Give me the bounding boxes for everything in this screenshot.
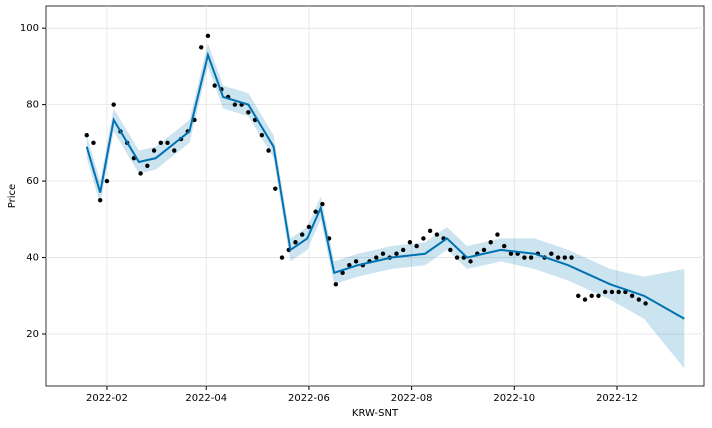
observed-point bbox=[320, 201, 325, 207]
observed-point bbox=[212, 83, 217, 88]
observed-point bbox=[158, 140, 164, 146]
observed-point bbox=[374, 255, 379, 260]
observed-point bbox=[562, 255, 567, 260]
x-tick-label: 2022-08 bbox=[391, 393, 433, 404]
observed-point bbox=[198, 45, 204, 50]
observed-point bbox=[151, 148, 157, 153]
observed-point bbox=[454, 255, 460, 260]
observed-point bbox=[448, 247, 453, 253]
observed-point bbox=[589, 293, 594, 298]
observed-point bbox=[259, 133, 264, 138]
observed-point bbox=[576, 293, 581, 298]
observed-point bbox=[616, 289, 621, 295]
observed-point bbox=[629, 293, 635, 298]
observed-point bbox=[165, 140, 170, 146]
x-tick-label: 2022-04 bbox=[185, 393, 227, 404]
observed-point bbox=[421, 236, 426, 241]
x-tick-label: 2022-10 bbox=[493, 393, 535, 404]
observed-point bbox=[340, 270, 345, 276]
observed-point bbox=[394, 251, 399, 256]
observed-point bbox=[347, 262, 352, 268]
observed-point bbox=[91, 140, 96, 146]
observed-point bbox=[468, 259, 473, 264]
forecast-line bbox=[85, 51, 685, 320]
observed-point bbox=[306, 224, 312, 230]
observed-point bbox=[427, 228, 433, 233]
observed-point bbox=[501, 243, 507, 249]
observed-point bbox=[84, 133, 89, 138]
x-tick-label: 2022-12 bbox=[596, 393, 638, 404]
y-tick-label: 100 bbox=[20, 23, 39, 34]
observed-point bbox=[299, 232, 305, 237]
observed-point bbox=[353, 259, 359, 264]
y-axis-label: Price bbox=[7, 184, 18, 208]
observed-point bbox=[549, 251, 554, 256]
observed-point bbox=[380, 251, 386, 256]
observed-point bbox=[98, 198, 103, 203]
observed-point bbox=[266, 148, 271, 153]
observed-point bbox=[313, 209, 318, 214]
x-tick-label: 2022-02 bbox=[86, 393, 128, 404]
observed-point bbox=[596, 293, 601, 298]
observed-point bbox=[273, 186, 278, 191]
observed-point bbox=[205, 33, 211, 39]
observed-point bbox=[555, 255, 561, 260]
y-tick-label: 60 bbox=[26, 176, 39, 187]
observed-point bbox=[528, 255, 534, 260]
observed-point bbox=[279, 255, 285, 260]
observed-point bbox=[138, 171, 143, 176]
observed-point bbox=[333, 282, 339, 287]
observed-point bbox=[488, 240, 493, 245]
observed-point bbox=[582, 297, 588, 302]
x-axis-label: KRW-SNT bbox=[352, 408, 399, 419]
observed-point bbox=[172, 148, 177, 153]
y-tick-label: 40 bbox=[26, 253, 39, 264]
observed-point bbox=[400, 247, 406, 253]
observed-point bbox=[508, 251, 514, 256]
observed-point bbox=[407, 240, 413, 245]
observed-point bbox=[636, 297, 642, 302]
y-tick-label: 20 bbox=[26, 329, 39, 340]
observed-point bbox=[246, 110, 251, 115]
observed-point bbox=[434, 232, 440, 237]
observed-point bbox=[232, 102, 238, 107]
y-tick-label: 80 bbox=[26, 100, 39, 111]
observed-point bbox=[293, 240, 298, 245]
observed-point bbox=[602, 289, 608, 295]
observed-point bbox=[569, 255, 574, 260]
observed-point bbox=[111, 102, 116, 107]
observed-point bbox=[643, 301, 648, 306]
observed-point bbox=[481, 247, 487, 253]
observed-point bbox=[495, 232, 500, 237]
observed-point bbox=[414, 243, 419, 249]
observed-point bbox=[104, 178, 110, 184]
x-tick-label: 2022-06 bbox=[288, 393, 330, 404]
observed-point bbox=[609, 289, 615, 295]
observed-point bbox=[522, 255, 527, 260]
plot-frame bbox=[45, 5, 705, 387]
observed-point bbox=[145, 163, 150, 168]
